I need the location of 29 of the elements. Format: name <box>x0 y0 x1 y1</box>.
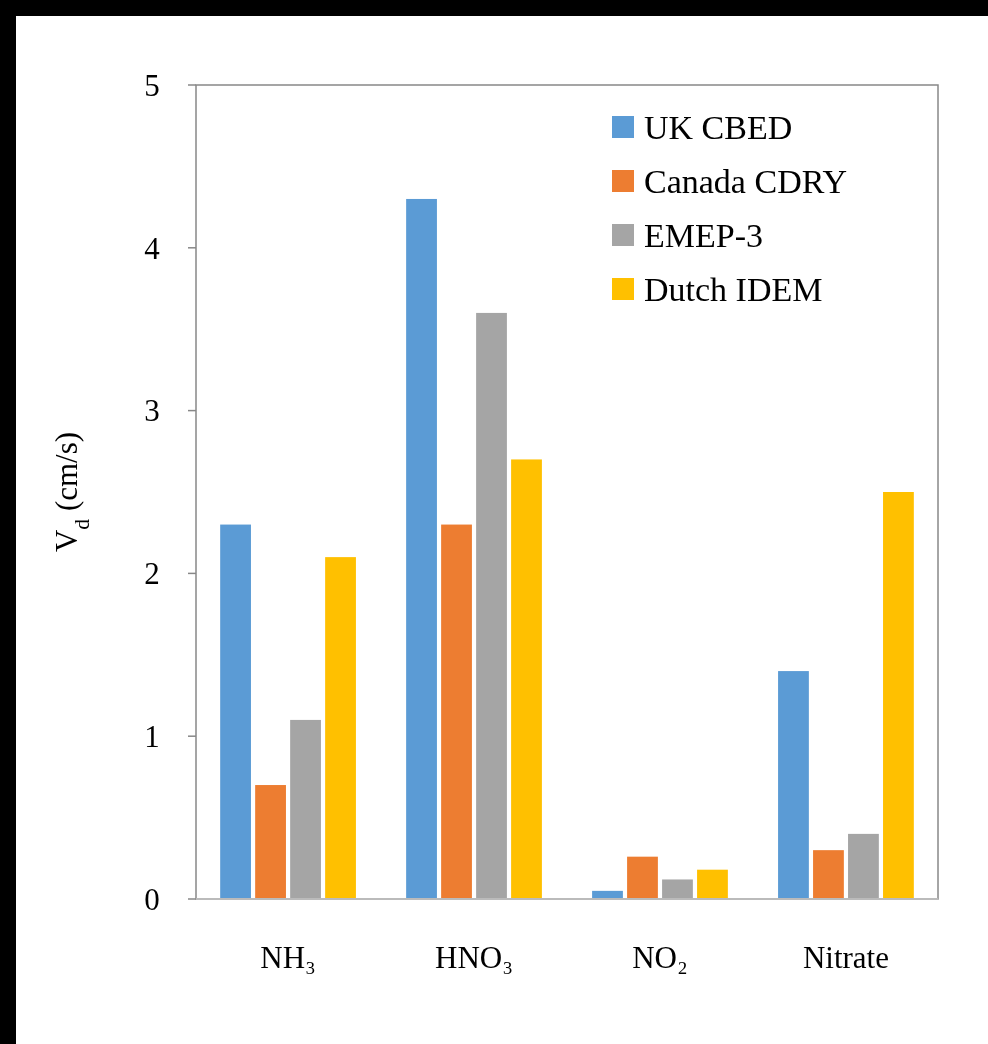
legend-label: Dutch IDEM <box>644 270 823 308</box>
x-tick-label: NO₂ <box>632 940 688 975</box>
bar <box>290 719 321 899</box>
x-tick-label: Nitrate <box>802 940 889 975</box>
bar <box>441 524 472 899</box>
bar <box>511 459 542 899</box>
y-tick-label: 1 <box>144 719 160 755</box>
bar <box>406 198 437 899</box>
bar <box>220 524 251 899</box>
bar <box>662 879 693 899</box>
bar <box>325 557 356 899</box>
bar <box>813 850 844 899</box>
bar <box>778 671 809 899</box>
legend-label: Canada CDRY <box>644 162 848 200</box>
y-tick-label: 5 <box>144 67 160 103</box>
y-tick-label: 4 <box>144 230 161 266</box>
bar <box>476 312 507 899</box>
x-tick-label: HNO₃ <box>435 940 514 975</box>
y-tick-label: 2 <box>144 556 160 592</box>
bar <box>627 856 658 899</box>
y-tick-label: 0 <box>144 881 160 917</box>
legend-label: UK CBED <box>644 108 793 146</box>
bar <box>848 833 879 899</box>
bar <box>255 785 286 899</box>
legend-label: EMEP-3 <box>644 216 763 254</box>
bar <box>883 492 914 899</box>
bar <box>697 869 728 899</box>
y-tick-label: 3 <box>144 393 160 429</box>
x-tick-label: NH₃ <box>260 940 316 975</box>
